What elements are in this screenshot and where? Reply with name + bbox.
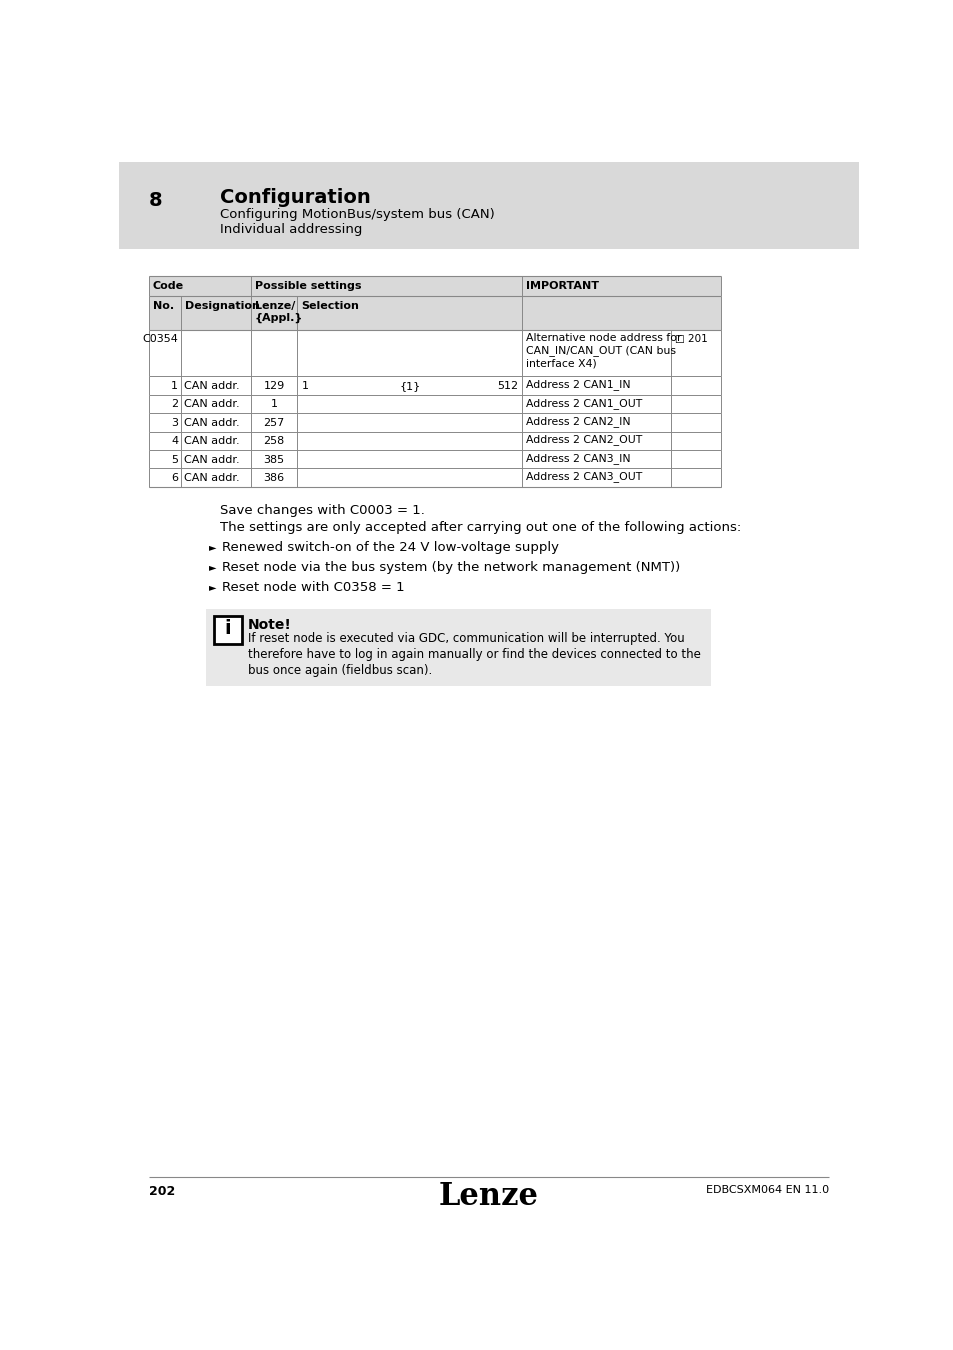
Text: Note!: Note! [248,618,292,632]
Text: Configuration: Configuration [220,188,371,207]
Text: Address 2 CAN2_OUT: Address 2 CAN2_OUT [525,435,641,446]
Text: 1: 1 [171,381,178,390]
Text: No.: No. [152,301,173,310]
Text: ►: ► [209,562,216,571]
Bar [149,275,720,296]
Text: Address 2 CAN3_OUT: Address 2 CAN3_OUT [525,471,641,482]
Text: CAN addr.: CAN addr. [184,455,240,464]
Text: Address 2 CAN3_IN: Address 2 CAN3_IN [525,454,630,464]
Bar [149,468,720,487]
Text: 4: 4 [171,436,178,446]
Text: Lenze/
{Appl.}: Lenze/ {Appl.} [254,301,303,323]
Text: C0354: C0354 [142,335,178,344]
Bar [213,617,241,644]
Text: Code: Code [152,281,184,290]
Text: Address 2 CAN2_IN: Address 2 CAN2_IN [525,416,630,427]
Text: 2: 2 [171,400,178,409]
Text: Address 2 CAN1_OUT: Address 2 CAN1_OUT [525,398,641,409]
Text: CAN addr.: CAN addr. [184,472,240,483]
Bar [149,413,720,432]
Text: 5: 5 [171,455,178,464]
Text: Reset node via the bus system (by the network management (NMT)): Reset node via the bus system (by the ne… [221,560,679,574]
Bar [149,377,720,394]
Text: 6: 6 [171,472,178,483]
Text: CAN addr.: CAN addr. [184,381,240,390]
Text: ►: ► [209,541,216,552]
Text: Address 2 CAN1_IN: Address 2 CAN1_IN [525,379,630,390]
Text: The settings are only accepted after carrying out one of the following actions:: The settings are only accepted after car… [220,521,740,533]
Text: Renewed switch-on of the 24 V low-voltage supply: Renewed switch-on of the 24 V low-voltag… [221,541,558,554]
Text: CAN addr.: CAN addr. [184,400,240,409]
Bar [149,432,720,450]
Text: 257: 257 [263,417,285,428]
Bar [149,394,720,413]
Text: 129: 129 [263,381,285,390]
Text: □ 201: □ 201 [674,335,707,344]
Text: 512: 512 [497,381,517,390]
Text: Individual addressing: Individual addressing [220,223,362,236]
Text: 8: 8 [149,192,162,211]
Text: 385: 385 [263,455,285,464]
Bar [149,450,720,468]
Text: i: i [224,618,231,637]
Text: CAN addr.: CAN addr. [184,417,240,428]
Text: 202: 202 [149,1184,174,1197]
Text: Lenze: Lenze [438,1181,538,1212]
Text: 3: 3 [171,417,178,428]
Text: 1: 1 [301,381,308,390]
Text: {1}: {1} [399,381,420,390]
Text: Alternative node address for
CAN_IN/CAN_OUT (CAN bus
interface X4): Alternative node address for CAN_IN/CAN_… [525,333,680,369]
Text: Designation: Designation [185,301,260,310]
Bar [119,162,858,248]
Text: IMPORTANT: IMPORTANT [525,281,598,290]
Text: Reset node with C0358 = 1: Reset node with C0358 = 1 [221,580,404,594]
Bar [206,609,711,686]
Text: Configuring MotionBus/system bus (CAN): Configuring MotionBus/system bus (CAN) [220,208,495,221]
Text: 258: 258 [263,436,285,446]
Text: EDBCSXM064 EN 11.0: EDBCSXM064 EN 11.0 [705,1184,828,1195]
Text: 386: 386 [263,472,285,483]
Text: CAN addr.: CAN addr. [184,436,240,446]
Text: Save changes with C0003 = 1.: Save changes with C0003 = 1. [220,504,424,517]
Text: 1: 1 [271,400,277,409]
Text: If reset node is executed via GDC, communication will be interrupted. You
theref: If reset node is executed via GDC, commu… [248,632,700,676]
Text: Selection: Selection [301,301,359,310]
Bar [149,296,720,329]
Text: Possible settings: Possible settings [254,281,361,290]
Bar [149,329,720,377]
Text: ►: ► [209,582,216,591]
